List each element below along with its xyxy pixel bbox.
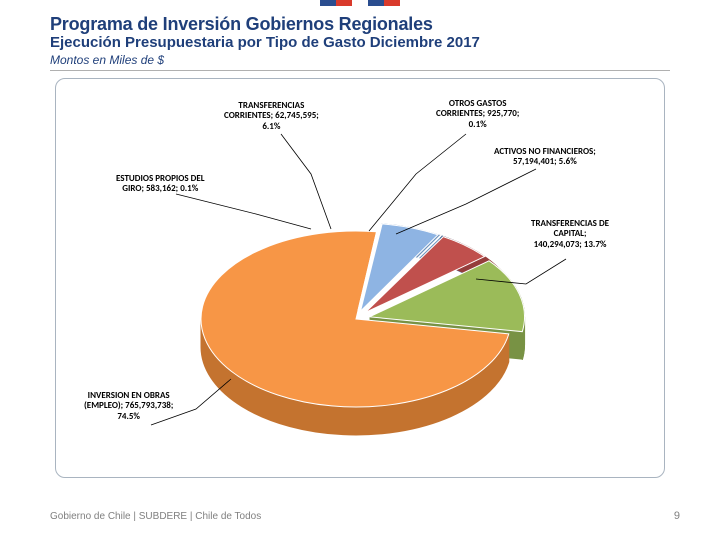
leader-line bbox=[396, 169, 536, 234]
page-number: 9 bbox=[674, 510, 680, 522]
ribbon-seg bbox=[384, 0, 400, 6]
pie-label-activos_no_fin: ACTIVOS NO FINANCIEROS; 57,194,401; 5.6% bbox=[494, 147, 596, 168]
pie-label-otros_gastos: OTROS GASTOS CORRIENTES; 925,770; 0.1% bbox=[436, 99, 519, 130]
top-ribbon bbox=[320, 0, 400, 6]
page-subtitle-2: Montos en Miles de $ bbox=[50, 53, 164, 67]
pie-label-estudios_propios: ESTUDIOS PROPIOS DEL GIRO; 583,162; 0.1% bbox=[116, 174, 205, 195]
pie-label-transferencias_capital: TRANSFERENCIAS DE CAPITAL; 140,294,073; … bbox=[531, 219, 609, 250]
page-subtitle-1: Ejecución Presupuestaria por Tipo de Gas… bbox=[50, 34, 480, 51]
leader-line bbox=[281, 134, 331, 229]
pie-label-inversion_obras: INVERSION EN OBRAS (EMPLEO); 765,793,738… bbox=[84, 391, 173, 422]
ribbon-seg bbox=[336, 0, 352, 6]
page-title: Programa de Inversión Gobiernos Regional… bbox=[50, 14, 433, 35]
leader-line bbox=[176, 194, 311, 229]
leader-line bbox=[369, 134, 466, 231]
pie-chart: TRANSFERENCIAS CORRIENTES; 62,745,595; 6… bbox=[55, 78, 665, 478]
ribbon-seg bbox=[352, 0, 368, 6]
footer-text: Gobierno de Chile | SUBDERE | Chile de T… bbox=[50, 511, 261, 522]
ribbon-seg bbox=[368, 0, 384, 6]
ribbon-seg bbox=[320, 0, 336, 6]
slide: Programa de Inversión Gobiernos Regional… bbox=[0, 0, 720, 540]
divider bbox=[50, 70, 670, 71]
pie-label-transferencias_corrientes: TRANSFERENCIAS CORRIENTES; 62,745,595; 6… bbox=[224, 101, 319, 132]
